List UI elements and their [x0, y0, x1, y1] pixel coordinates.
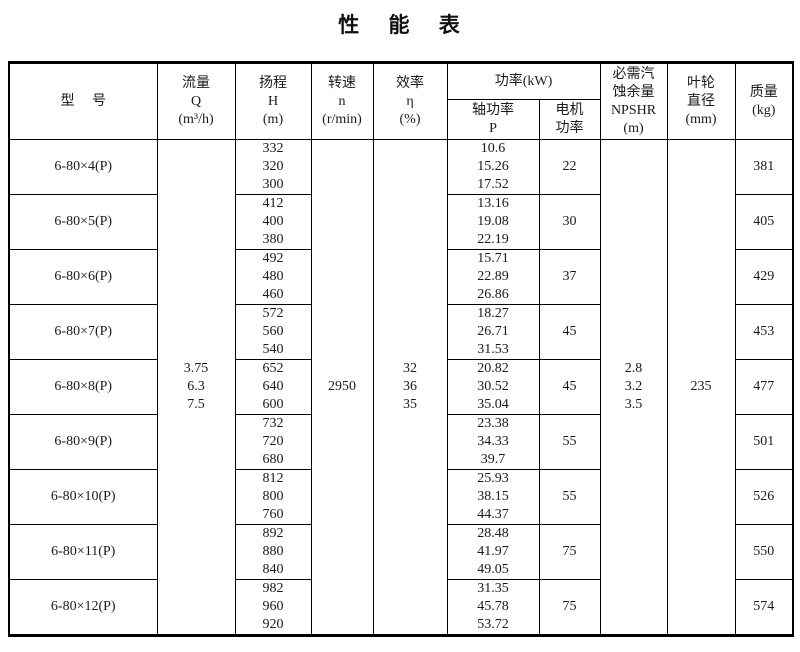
mass-cell: 405	[734, 194, 794, 250]
mass-cell: 381	[734, 139, 794, 195]
motor-power-cell: 45	[538, 304, 601, 360]
motor-power-cell: 55	[538, 414, 601, 470]
model-cell: 6-80×5(P)	[8, 194, 158, 250]
head-values-cell: 412 400 380	[234, 194, 312, 250]
model-cell: 6-80×7(P)	[8, 304, 158, 360]
mass-cell: 429	[734, 249, 794, 305]
table-row: 6-80×7(P) 572 560 540 18.27 26.71 31.53 …	[8, 304, 794, 360]
motor-power-cell: 55	[538, 469, 601, 525]
model-cell: 6-80×12(P)	[8, 579, 158, 636]
model-cell: 6-80×4(P)	[8, 139, 158, 195]
shaft-power-values-cell: 31.35 45.78 53.72	[446, 579, 540, 636]
col-header-impeller-diameter: 叶轮 直径 (mm)	[666, 62, 736, 140]
model-cell: 6-80×10(P)	[8, 469, 158, 525]
head-values-cell: 492 480 460	[234, 249, 312, 305]
shaft-power-values-cell: 10.6 15.26 17.52	[446, 139, 540, 195]
table-row: 6-80×4(P) 3.75 6.3 7.5 332 320 300 2950 …	[8, 139, 794, 636]
shaft-power-values-cell: 20.82 30.52 35.04	[446, 359, 540, 415]
motor-power-cell: 75	[538, 524, 601, 580]
head-values-cell: 652 640 600	[234, 359, 312, 415]
table-header: 型 号 流量 Q (m³/h) 扬程 H (m) 转速 n (r/min) 效率…	[8, 62, 794, 140]
head-values-cell: 572 560 540	[234, 304, 312, 360]
shaft-power-values-cell: 18.27 26.71 31.53	[446, 304, 540, 360]
motor-power-cell: 45	[538, 359, 601, 415]
motor-power-cell: 75	[538, 579, 601, 636]
speed-cell: 2950	[310, 139, 374, 636]
col-header-shaft-power: 轴功率 P	[446, 99, 540, 140]
head-values-cell: 732 720 680	[234, 414, 312, 470]
model-cell: 6-80×8(P)	[8, 359, 158, 415]
table-row: 6-80×12(P) 982 960 920 31.35 45.78 53.72…	[8, 579, 794, 636]
mass-cell: 526	[734, 469, 794, 525]
table-row: 6-80×6(P) 492 480 460 15.71 22.89 26.86 …	[8, 249, 794, 305]
performance-table: 型 号 流量 Q (m³/h) 扬程 H (m) 转速 n (r/min) 效率…	[8, 61, 795, 637]
shaft-power-values-cell: 15.71 22.89 26.86	[446, 249, 540, 305]
header-row-sub: 轴功率 P 电机 功率	[9, 99, 793, 140]
efficiency-values-cell: 32 36 35	[372, 139, 448, 636]
motor-power-cell: 30	[538, 194, 601, 250]
npshr-values-cell: 2.8 3.2 3.5	[599, 139, 668, 636]
mass-cell: 574	[734, 579, 794, 636]
col-header-flow: 流量 Q (m³/h)	[156, 62, 236, 140]
col-header-motor-power: 电机 功率	[538, 99, 601, 140]
head-values-cell: 332 320 300	[234, 139, 312, 195]
mass-cell: 453	[734, 304, 794, 360]
col-header-efficiency: 效率 η (%)	[372, 62, 448, 140]
table-row: 6-80×10(P) 812 800 760 25.93 38.15 44.37…	[8, 469, 794, 525]
head-values-cell: 982 960 920	[234, 579, 312, 636]
shaft-power-values-cell: 13.16 19.08 22.19	[446, 194, 540, 250]
shaft-power-values-cell: 28.48 41.97 49.05	[446, 524, 540, 580]
model-cell: 6-80×11(P)	[8, 524, 158, 580]
shaft-power-values-cell: 25.93 38.15 44.37	[446, 469, 540, 525]
model-cell: 6-80×6(P)	[8, 249, 158, 305]
col-header-power-group: 功率(kW)	[446, 62, 601, 100]
mass-cell: 477	[734, 359, 794, 415]
mass-cell: 501	[734, 414, 794, 470]
header-row-top: 型 号 流量 Q (m³/h) 扬程 H (m) 转速 n (r/min) 效率…	[8, 62, 794, 140]
table-row: 6-80×8(P) 652 640 600 20.82 30.52 35.04 …	[8, 359, 794, 415]
col-header-model: 型 号	[8, 62, 158, 140]
col-header-speed: 转速 n (r/min)	[310, 62, 374, 140]
motor-power-cell: 37	[538, 249, 601, 305]
shaft-power-values-cell: 23.38 34.33 39.7	[446, 414, 540, 470]
col-header-head: 扬程 H (m)	[234, 62, 312, 140]
head-values-cell: 812 800 760	[234, 469, 312, 525]
mass-cell: 550	[734, 524, 794, 580]
model-cell: 6-80×9(P)	[8, 414, 158, 470]
flow-values-cell: 3.75 6.3 7.5	[156, 139, 236, 636]
table-row: 6-80×11(P) 892 880 840 28.48 41.97 49.05…	[8, 524, 794, 580]
impeller-diameter-cell: 235	[666, 139, 736, 636]
table-body: 6-80×4(P) 3.75 6.3 7.5 332 320 300 2950 …	[8, 139, 794, 636]
col-header-npshr: 必需汽 蚀余量 NPSHR (m)	[599, 62, 668, 140]
col-header-mass: 质量 (kg)	[734, 62, 794, 140]
page-title: 性 能 表	[338, 13, 462, 37]
table-row: 6-80×5(P) 412 400 380 13.16 19.08 22.19 …	[8, 194, 794, 250]
motor-power-cell: 22	[538, 139, 601, 195]
head-values-cell: 892 880 840	[234, 524, 312, 580]
